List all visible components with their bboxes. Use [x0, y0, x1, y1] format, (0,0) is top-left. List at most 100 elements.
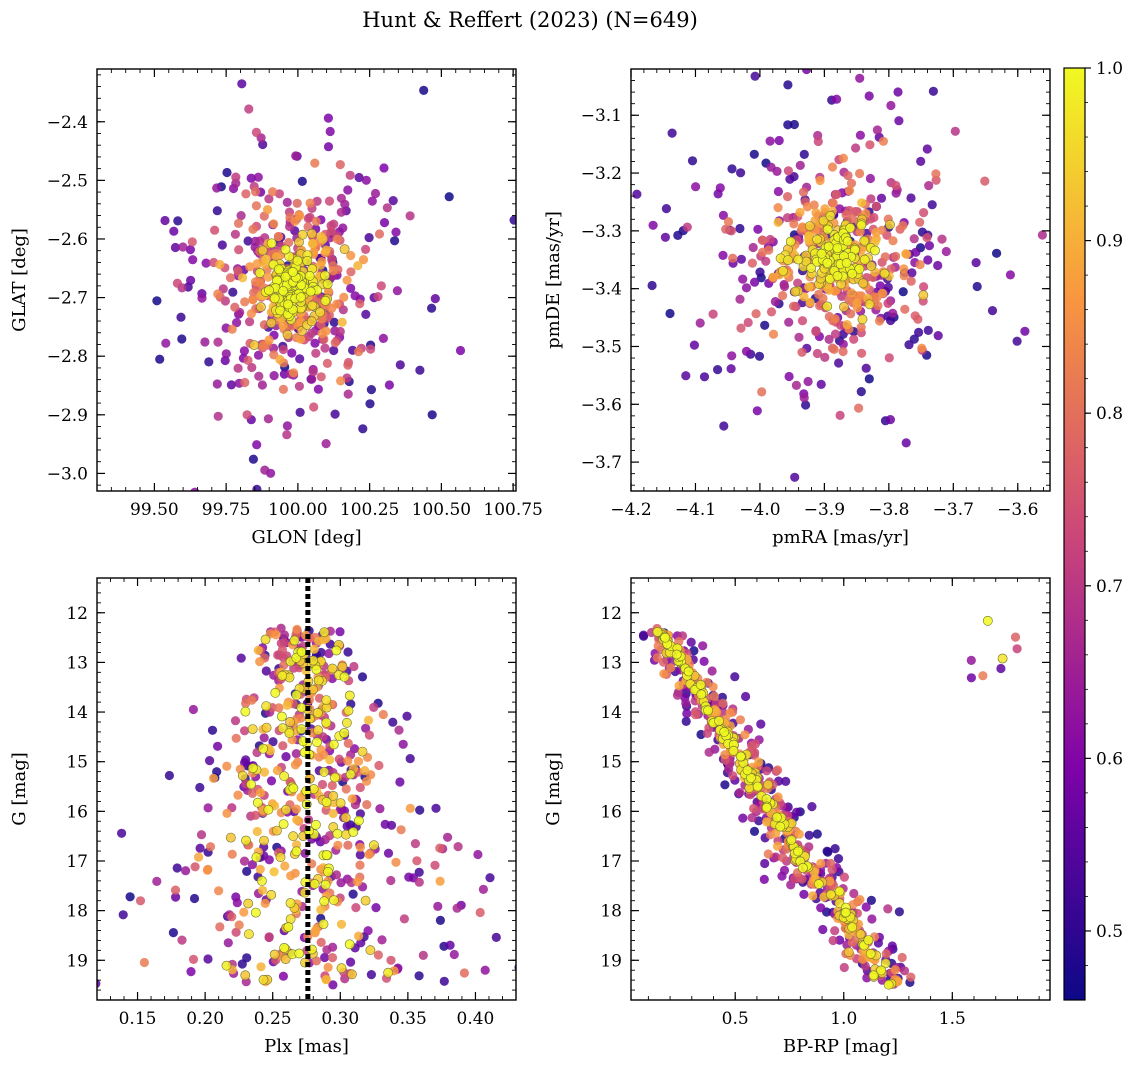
data-point [336, 878, 346, 888]
data-point [87, 837, 96, 846]
data-point [278, 320, 288, 330]
data-point [336, 963, 347, 974]
data-point [281, 804, 291, 815]
data-point [251, 810, 261, 820]
data-point [306, 316, 317, 327]
data-point [846, 288, 857, 298]
data-point [388, 717, 398, 727]
data-point [294, 381, 304, 391]
data-point [264, 285, 274, 296]
data-point [802, 202, 813, 212]
data-point [319, 627, 330, 637]
data-point [735, 788, 745, 798]
x-tick-label: 0.20 [186, 1009, 224, 1029]
y-tick-label: −3.3 [581, 222, 622, 242]
data-point [459, 968, 469, 978]
data-point [257, 380, 267, 390]
data-point [695, 318, 705, 328]
data-point [689, 646, 699, 656]
data-point [172, 863, 182, 873]
panel-plx-g: 0.15 0.20 0.25 0.30 0.35 0.40 12 13 14 15 16 17 18 19… [9, 577, 526, 1057]
data-point [313, 384, 323, 394]
data-point [899, 264, 909, 274]
data-point [748, 242, 758, 253]
data-point [245, 262, 255, 272]
data-point [248, 454, 258, 464]
data-point [246, 173, 256, 183]
data-point [897, 952, 907, 963]
data-point [876, 193, 887, 203]
x-tick-label: 0.40 [457, 1009, 495, 1029]
data-point [475, 907, 485, 918]
data-point [227, 324, 237, 334]
data-point [321, 797, 332, 807]
data-point [367, 196, 377, 206]
data-point [747, 258, 758, 268]
data-point [328, 266, 338, 276]
data-point [278, 819, 289, 829]
data-point [799, 292, 809, 302]
data-point [790, 472, 800, 482]
data-point [830, 926, 840, 936]
data-point [795, 207, 805, 217]
data-point [353, 756, 364, 766]
y-tick-label: 17 [66, 852, 88, 872]
data-point [371, 903, 381, 913]
data-point [763, 849, 773, 859]
data-point [941, 246, 951, 257]
ticks-plx-g: 0.15 0.20 0.25 0.30 0.35 0.40 12 13 14 15 16 17 18 19 [66, 578, 516, 1029]
data-point [152, 296, 162, 306]
data-point [715, 183, 725, 193]
data-point [355, 842, 365, 852]
data-point [330, 409, 340, 419]
data-point [779, 865, 790, 876]
data-point [813, 879, 824, 889]
data-point [517, 966, 526, 975]
data-point [312, 196, 322, 206]
y-tick-label: 15 [66, 753, 88, 773]
data-point [898, 221, 908, 231]
data-point [751, 309, 761, 319]
data-point [799, 393, 809, 403]
data-point [881, 949, 891, 959]
data-point [343, 756, 353, 766]
data-point [271, 630, 281, 640]
data-point [898, 287, 908, 297]
data-point [255, 864, 265, 874]
data-point [307, 374, 317, 384]
data-point [239, 856, 250, 866]
data-point [279, 771, 290, 782]
data-point [204, 357, 214, 367]
data-point [297, 229, 308, 240]
data-point [241, 835, 251, 846]
data-point [840, 907, 851, 918]
data-point [201, 258, 211, 268]
data-point [845, 222, 856, 233]
data-point [728, 253, 738, 263]
data-point [266, 776, 277, 786]
data-point [987, 306, 998, 316]
data-point [832, 94, 842, 104]
data-point [647, 280, 657, 291]
data-point [242, 866, 252, 877]
panels: 99.50 99.75 100.00 100.25 100.50 100.75 −3.0 −2… [9, 68, 1051, 1057]
data-point [188, 704, 198, 715]
data-point [321, 717, 332, 728]
data-point [857, 348, 867, 358]
x-tick-label: −3.6 [997, 500, 1038, 520]
data-point [341, 784, 351, 794]
data-point [251, 852, 262, 863]
data-point [826, 858, 836, 869]
data-point [799, 889, 809, 900]
data-point [213, 337, 223, 347]
data-point [883, 298, 893, 308]
data-point [824, 334, 834, 344]
data-point [820, 352, 830, 362]
data-point [296, 713, 306, 723]
x-tick-label: 1.0 [830, 1009, 857, 1029]
data-point [682, 708, 692, 719]
data-point [358, 255, 369, 265]
data-point [266, 318, 277, 328]
data-point [855, 895, 865, 905]
data-point [924, 241, 935, 251]
